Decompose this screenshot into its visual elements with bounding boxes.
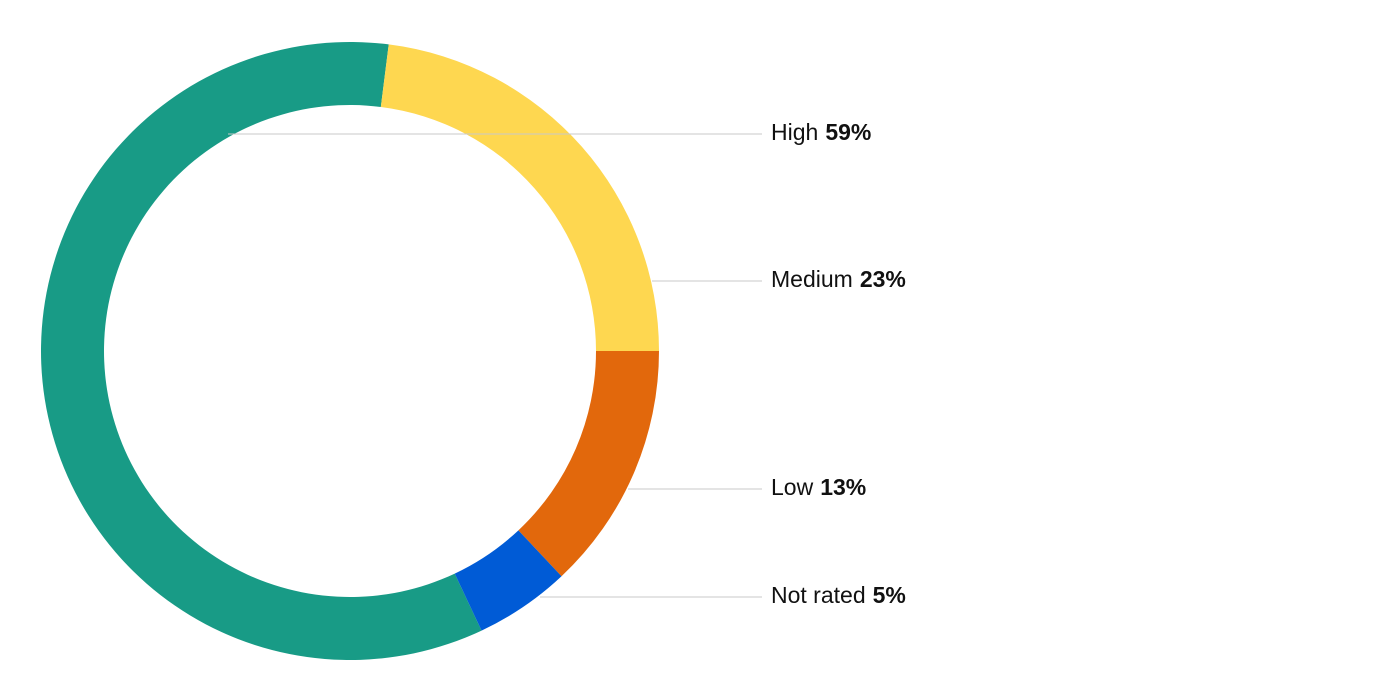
- value-label: 5%: [873, 582, 906, 608]
- value-label: 13%: [820, 474, 866, 500]
- category-label: High: [771, 119, 818, 145]
- segment-label: Medium 23%: [771, 266, 906, 292]
- donut-segment: [454, 530, 562, 631]
- category-label: Low: [771, 474, 814, 500]
- category-label: Not rated: [771, 582, 866, 608]
- category-label: Medium: [771, 266, 853, 292]
- value-label: 59%: [825, 119, 871, 145]
- donut-segment: [380, 44, 659, 352]
- segment-label: High 59%: [771, 119, 871, 145]
- segment-label: Low 13%: [771, 474, 866, 500]
- value-label: 23%: [860, 266, 906, 292]
- segment-label: Not rated 5%: [771, 582, 906, 608]
- donut-segment: [40, 41, 482, 660]
- donut-segment: [518, 351, 659, 577]
